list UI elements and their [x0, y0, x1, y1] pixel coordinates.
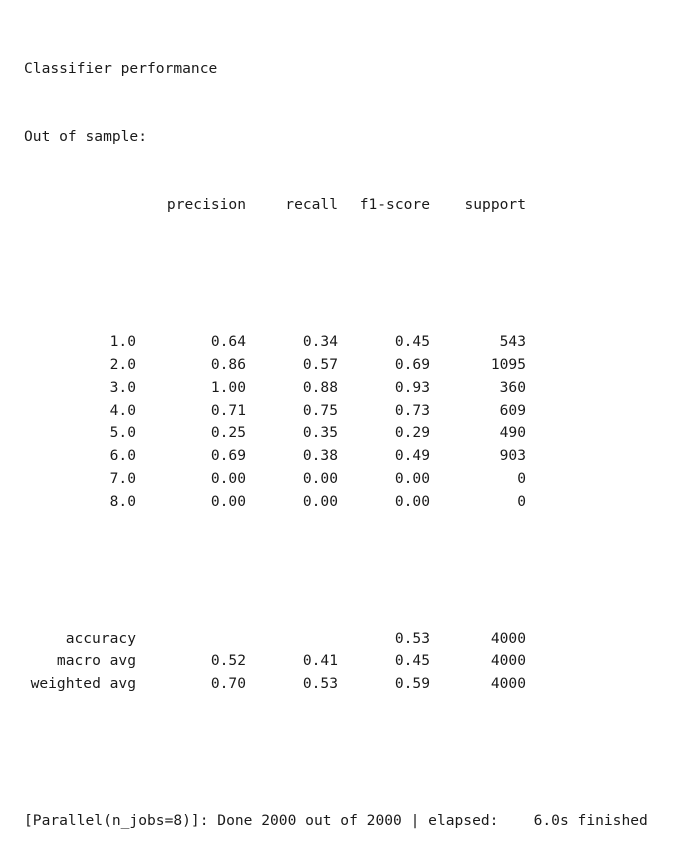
class-row: 6.0 0.69 0.38 0.49 903 — [24, 445, 648, 468]
f1-score-value: 0.29 — [394, 424, 430, 442]
class-row: 4.0 0.71 0.75 0.73 609 — [24, 400, 648, 423]
report-header-row: precision recall f1-score support — [24, 194, 648, 217]
f1-score-value: 0.45 — [394, 333, 430, 351]
row-label: 7.0 — [109, 469, 136, 487]
f1-score-value: 0.73 — [394, 401, 430, 419]
f1-score-value: 0.00 — [394, 492, 430, 510]
f1-score-value: 0.59 — [394, 675, 430, 693]
header-support: support — [464, 196, 526, 214]
row-label: 4.0 — [109, 401, 136, 419]
row-label: 3.0 — [109, 378, 136, 396]
class-rows: 1.0 0.64 0.34 0.45 543 2.0 0.86 0.57 0.69 1095 3.0… — [24, 331, 648, 513]
summary-row: macro avg 0.52 0.41 0.45 4000 — [24, 650, 648, 673]
summary-row: accuracy 0.53 4000 — [24, 628, 648, 651]
blank-line — [24, 263, 648, 286]
output-title: Classifier performance — [24, 59, 218, 77]
row-label: 6.0 — [109, 447, 136, 465]
row-label: 1.0 — [109, 333, 136, 351]
precision-value: 0.52 — [210, 652, 246, 670]
summary-row: weighted avg 0.70 0.53 0.59 4000 — [24, 673, 648, 696]
class-row: 8.0 0.00 0.00 0.00 0 — [24, 491, 648, 514]
precision-value: 0.00 — [210, 492, 246, 510]
support-value: 0 — [517, 492, 526, 510]
precision-value: 0.64 — [210, 333, 246, 351]
cell-output: Classifier performance Out of sample: pr… — [24, 12, 648, 855]
recall-value: 0.38 — [302, 447, 338, 465]
f1-score-value: 0.45 — [394, 652, 430, 670]
recall-value: 0.57 — [302, 355, 338, 373]
blank-line — [24, 742, 648, 765]
recall-value: 0.88 — [302, 378, 338, 396]
output-subtitle: Out of sample: — [24, 127, 148, 145]
support-value: 0 — [517, 469, 526, 487]
support-value: 903 — [499, 447, 526, 465]
recall-value: 0.35 — [302, 424, 338, 442]
header-f1-score: f1-score — [359, 196, 430, 214]
class-row: 3.0 1.00 0.88 0.93 360 — [24, 377, 648, 400]
precision-value: 0.86 — [210, 355, 246, 373]
recall-value: 0.00 — [302, 469, 338, 487]
support-value: 4000 — [490, 629, 526, 647]
recall-value: 0.53 — [302, 675, 338, 693]
precision-value: 0.69 — [210, 447, 246, 465]
parallel-status-line: [Parallel(n_jobs=8)]: Done 2000 out of 2… — [24, 811, 648, 829]
precision-value: 0.71 — [210, 401, 246, 419]
header-precision: precision — [166, 196, 246, 214]
support-value: 4000 — [490, 652, 526, 670]
support-value: 490 — [499, 424, 526, 442]
recall-value: 0.34 — [302, 333, 338, 351]
precision-value: 0.00 — [210, 469, 246, 487]
class-row: 1.0 0.64 0.34 0.45 543 — [24, 331, 648, 354]
row-label: 2.0 — [109, 355, 136, 373]
row-label: weighted avg — [30, 675, 136, 693]
precision-value: 0.70 — [210, 675, 246, 693]
class-row: 7.0 0.00 0.00 0.00 0 — [24, 468, 648, 491]
f1-score-value: 0.49 — [394, 447, 430, 465]
recall-value: 0.00 — [302, 492, 338, 510]
recall-value: 0.75 — [302, 401, 338, 419]
support-value: 360 — [499, 378, 526, 396]
support-value: 609 — [499, 401, 526, 419]
row-label: accuracy — [65, 629, 136, 647]
f1-score-value: 0.93 — [394, 378, 430, 396]
f1-score-value: 0.69 — [394, 355, 430, 373]
row-label: 8.0 — [109, 492, 136, 510]
row-label: 5.0 — [109, 424, 136, 442]
support-value: 1095 — [490, 355, 526, 373]
header-recall: recall — [285, 196, 338, 214]
f1-score-value: 0.00 — [394, 469, 430, 487]
recall-value: 0.41 — [302, 652, 338, 670]
blank-line — [24, 559, 648, 582]
precision-value: 0.25 — [210, 424, 246, 442]
class-row: 2.0 0.86 0.57 0.69 1095 — [24, 354, 648, 377]
row-label: macro avg — [56, 652, 136, 670]
class-row: 5.0 0.25 0.35 0.29 490 — [24, 422, 648, 445]
summary-rows: accuracy 0.53 4000 macro avg 0.52 0.41 0.45 400… — [24, 628, 648, 696]
support-value: 543 — [499, 333, 526, 351]
precision-value: 1.00 — [210, 378, 246, 396]
support-value: 4000 — [490, 675, 526, 693]
f1-score-value: 0.53 — [394, 629, 430, 647]
